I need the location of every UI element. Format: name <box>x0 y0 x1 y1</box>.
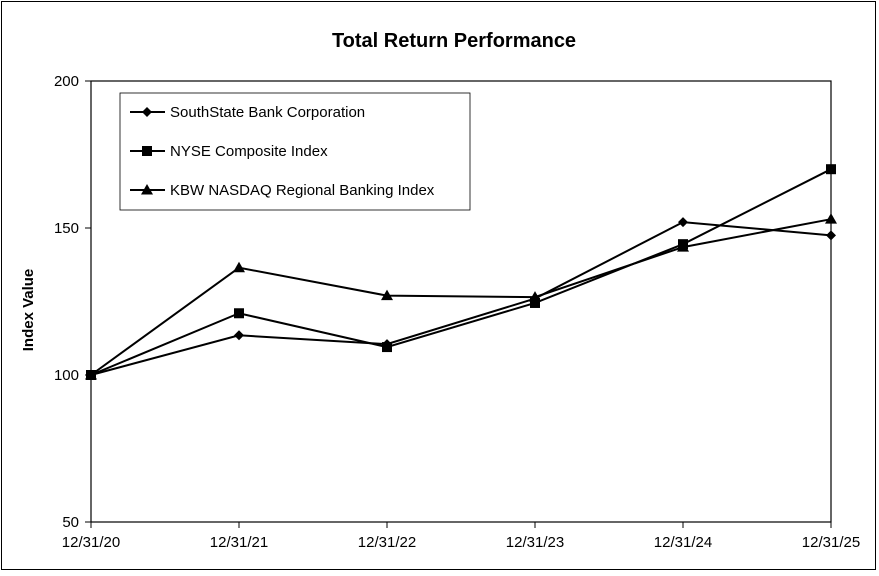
data-point-triangle <box>233 261 245 273</box>
series-triangle <box>85 213 837 380</box>
data-point-diamond <box>826 230 836 241</box>
series-line <box>90 168 832 376</box>
x-tick-label: 12/31/22 <box>358 534 416 551</box>
y-tick-label: 100 <box>54 367 79 384</box>
data-point-triangle <box>677 241 689 252</box>
data-point-triangle <box>85 369 97 380</box>
data-point-triangle <box>141 184 153 195</box>
legend-label: NYSE Composite Index <box>170 143 328 160</box>
data-point-triangle <box>825 213 837 224</box>
data-point-diamond <box>234 330 244 341</box>
data-point-square <box>382 342 392 353</box>
x-tick-label: 12/31/23 <box>506 534 564 551</box>
series-line <box>90 218 832 376</box>
series-line <box>90 221 832 376</box>
legend-entry: NYSE Composite Index <box>130 143 328 160</box>
x-tick-label: 12/31/20 <box>62 534 120 551</box>
data-point-diamond <box>142 107 152 117</box>
data-point-square <box>234 308 244 319</box>
legend-entry: KBW NASDAQ Regional Banking Index <box>130 182 435 199</box>
x-tick-label: 12/31/21 <box>210 534 268 551</box>
x-tick-label: 12/31/25 <box>802 534 860 551</box>
data-point-triangle <box>381 289 393 301</box>
legend-label: KBW NASDAQ Regional Banking Index <box>170 182 435 199</box>
y-tick-label: 50 <box>62 514 79 531</box>
data-point-square <box>530 297 540 308</box>
legend-entry: SouthState Bank Corporation <box>130 104 365 121</box>
chart-title: Total Return Performance <box>332 30 576 52</box>
legend-label: SouthState Bank Corporation <box>170 104 365 121</box>
data-point-diamond <box>678 217 688 228</box>
data-point-square <box>826 164 836 175</box>
y-axis-label: Index Value <box>20 269 37 352</box>
data-point-square <box>142 146 152 156</box>
legend-box <box>119 92 471 211</box>
series-lines <box>85 164 837 380</box>
legend: SouthState Bank Corporation NYSE Composit… <box>119 92 471 211</box>
y-tick-label: 150 <box>54 220 79 237</box>
y-tick-label: 200 <box>54 73 79 90</box>
x-tick-label: 12/31/24 <box>654 534 712 551</box>
data-point-triangle <box>529 291 541 302</box>
